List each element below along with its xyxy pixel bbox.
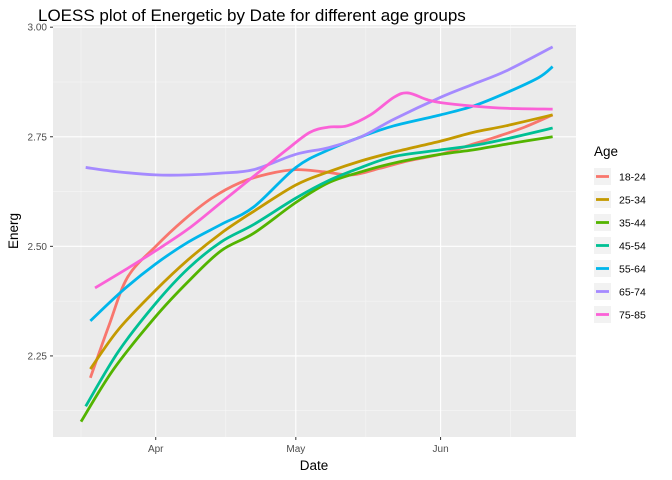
y-tick-label: 3.00	[28, 23, 48, 34]
series-line-55-64	[89, 65, 554, 322]
chart-title: LOESS plot of Energetic by Date for diff…	[38, 6, 466, 25]
x-tick-label: Apr	[148, 444, 164, 455]
x-tick-label: Jun	[433, 444, 449, 455]
legend-label: 65-74	[619, 287, 646, 299]
series-line-35-44	[79, 135, 553, 423]
series-line-75-85	[94, 91, 553, 290]
y-tick-label: 2.75	[28, 132, 48, 143]
series-line-25-34	[89, 113, 553, 370]
legend-label: 75-85	[619, 310, 646, 322]
y-axis: 2.25 2.50 2.75 3.00	[28, 23, 53, 362]
legend-label: 25-34	[619, 195, 646, 207]
y-tick-label: 2.25	[28, 351, 48, 362]
legend: Age 18-24 25-34 35-44 45-54 55-64 65-74 75-85	[594, 144, 646, 323]
legend-title: Age	[594, 144, 618, 159]
y-axis-title: Energ	[6, 213, 21, 249]
y-tick-label: 2.50	[28, 242, 48, 253]
series-lines	[79, 45, 554, 423]
series-line-65-74	[85, 45, 554, 177]
x-axis-title: Date	[300, 458, 329, 473]
plot-panel	[53, 25, 576, 437]
series-line-45-54	[84, 126, 553, 408]
legend-label: 45-54	[619, 241, 646, 253]
x-tick-label: May	[286, 444, 305, 455]
legend-label: 55-64	[619, 264, 646, 276]
x-axis: Apr May Jun	[148, 437, 449, 455]
legend-label: 18-24	[619, 172, 646, 184]
major-gridlines	[53, 25, 576, 437]
legend-label: 35-44	[619, 218, 646, 230]
